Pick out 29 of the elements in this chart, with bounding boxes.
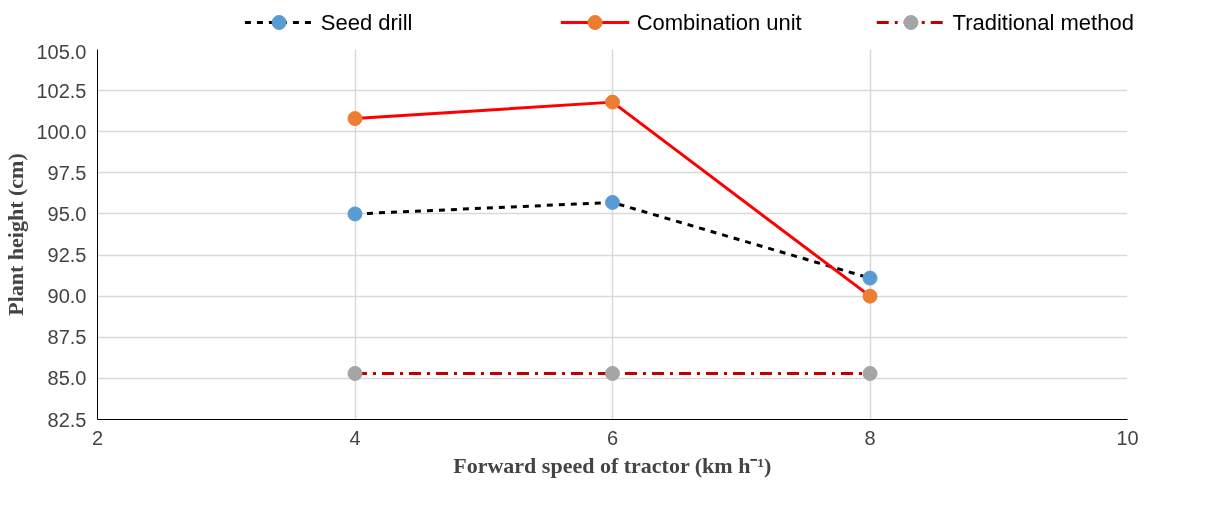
x-tick-label: 10 (1116, 426, 1139, 449)
x-tick-label: 8 (864, 426, 876, 449)
y-tick-label: 90.0 (47, 285, 87, 308)
x-axis-title: Forward speed of tractor (km h⁻¹) (453, 452, 772, 478)
y-tick-label: 105.0 (36, 40, 87, 63)
y-tick-label: 95.0 (47, 202, 87, 225)
y-tick-label: 102.5 (36, 79, 87, 102)
y-tick-label: 97.5 (47, 161, 87, 184)
x-tick-label: 2 (91, 426, 104, 449)
point (347, 206, 363, 222)
point (347, 365, 363, 381)
x-tick-label: 6 (606, 426, 619, 449)
y-tick-label: 100.0 (36, 120, 87, 143)
y-tick-label: 87.5 (47, 326, 87, 349)
y-tick-label: 85.0 (47, 367, 87, 390)
point (605, 194, 620, 210)
point (862, 288, 878, 304)
point (862, 270, 878, 286)
point (605, 94, 620, 110)
point (347, 111, 363, 127)
legend-label: Seed drill (320, 10, 413, 35)
x-tick-label: 4 (349, 426, 361, 449)
y-tick-label: 82.5 (47, 408, 87, 431)
y-tick-label: 92.5 (47, 244, 87, 267)
y-axis-title: Plant height (cm) (3, 153, 29, 316)
legend-label: Combination unit (636, 10, 802, 35)
point (605, 365, 620, 381)
legend-label: Traditional method (952, 10, 1134, 35)
point (862, 365, 878, 381)
